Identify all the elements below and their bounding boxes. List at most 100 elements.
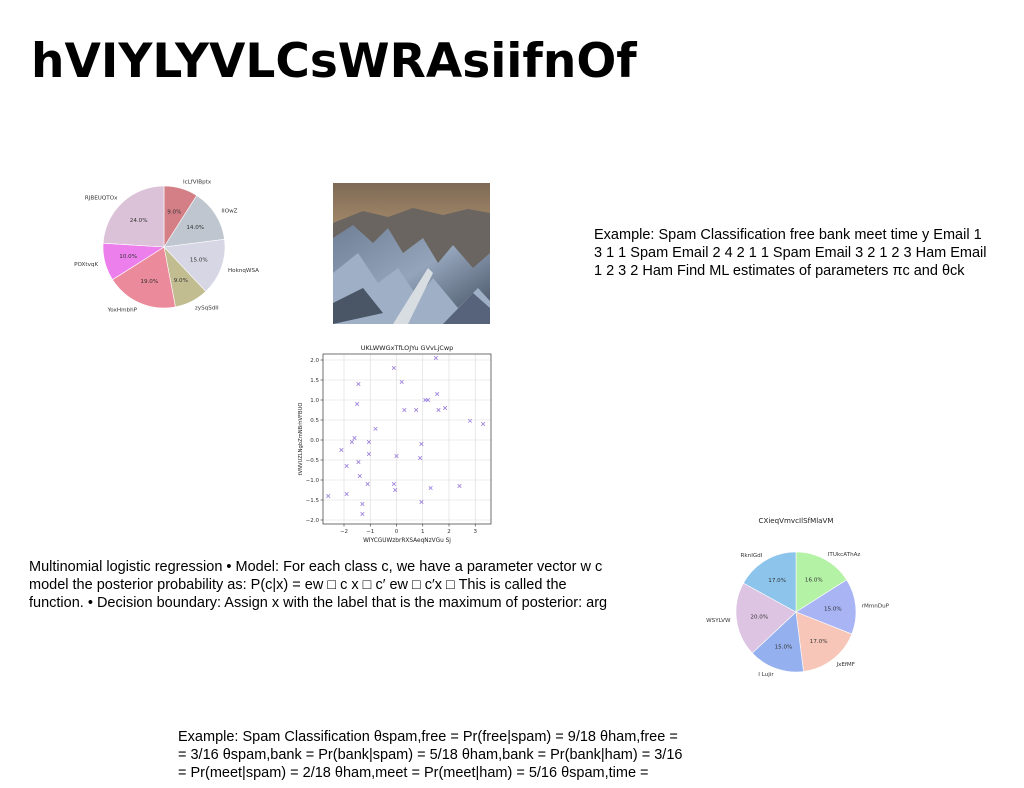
scatter-point xyxy=(457,483,462,489)
scatter-point xyxy=(467,418,473,423)
y-tick-label: 2.0 xyxy=(310,358,319,364)
x-tick-label: 0 xyxy=(395,529,399,535)
scatter-point xyxy=(344,491,349,497)
pie-label: YoxHmbhP xyxy=(107,307,138,313)
pie-label: IcLfVIBptx xyxy=(183,180,212,186)
text-block-bottom: Example: Spam Classification θspam,free … xyxy=(178,728,738,782)
pie-value-label: 10.0% xyxy=(119,254,137,260)
text-line: = Pr(meet|spam) = 2/18 θham,meet = Pr(me… xyxy=(178,765,649,781)
pie-slice xyxy=(743,551,797,613)
pie-label: ITUkcAThAz xyxy=(828,552,861,558)
x-tick-label: −2 xyxy=(340,529,348,535)
pie-slice xyxy=(112,246,176,309)
y-tick-label: −0.5 xyxy=(306,458,320,464)
pie-label: RJBEUQTOx xyxy=(85,195,118,201)
y-tick-label: 0.0 xyxy=(310,438,319,444)
landscape-photo xyxy=(333,183,490,324)
y-tick-label: 0.5 xyxy=(310,418,319,424)
pie-value-label: 17.0% xyxy=(768,578,786,584)
pie-value-label: 15.0% xyxy=(190,257,208,263)
scatter-point xyxy=(366,451,372,457)
x-tick-label: −1 xyxy=(366,529,374,535)
scatter-point xyxy=(418,455,423,461)
scatter-point xyxy=(360,501,365,507)
y-tick-label: 1.5 xyxy=(310,378,319,384)
pie-label: POXtvqK xyxy=(74,262,98,268)
pie-slice xyxy=(163,239,226,292)
scatter-point xyxy=(428,485,433,491)
pie-label: zySqSdII xyxy=(195,305,219,311)
scatter-point xyxy=(414,407,419,413)
pie-value-label: 19.0% xyxy=(140,279,158,285)
pie-chart-1: IcLfVIBptx 9.0% IIOwZ 14.0% HoknqWSA 15.0% zyS… xyxy=(74,180,259,314)
pie-label: WSYLVW xyxy=(706,618,731,624)
pie-chart-2: CXieqVmvcIlSfMlaVM ITUkcAThAz 16.0% rMmnDuP… xyxy=(706,516,890,678)
scatter-point xyxy=(366,439,372,445)
pie-label: JxEfMF xyxy=(835,662,855,668)
scatter-point xyxy=(355,401,360,407)
pie-label: RknIGdI xyxy=(741,553,763,559)
text-block-right: Example: Spam Classification free bank m… xyxy=(594,226,1024,280)
scatter-point xyxy=(435,391,440,397)
scatter-point xyxy=(442,405,448,411)
pie-value-label: 24.0% xyxy=(130,218,148,224)
scatter-point xyxy=(419,441,424,447)
scatter-title: UKLWWGxTfLOJYu GVvLjCwp xyxy=(361,344,454,352)
pie-value-label: 20.0% xyxy=(750,615,768,621)
scatter-point xyxy=(391,365,396,371)
scatter-point xyxy=(402,407,407,413)
scatter-point xyxy=(436,407,441,413)
scatter-point xyxy=(393,487,398,493)
scatter-point xyxy=(356,459,361,465)
pie-slice xyxy=(751,611,804,673)
scatter-point xyxy=(391,481,396,487)
scatter-point xyxy=(349,439,354,445)
pie-value-label: 15.0% xyxy=(824,606,842,612)
scatter-point xyxy=(356,381,361,387)
x-tick-label: 1 xyxy=(421,529,425,535)
scatter-point xyxy=(481,421,486,427)
text-line: Multinomial logistic regression • Model:… xyxy=(29,559,603,575)
pie-value-label: 16.0% xyxy=(805,577,823,583)
pie-label: I Lujir xyxy=(758,672,774,678)
pie-label: HoknqWSA xyxy=(228,268,259,274)
text-line: function. • Decision boundary: Assign x … xyxy=(29,595,608,611)
pie-slice xyxy=(163,195,225,248)
scatter-point xyxy=(365,481,370,487)
y-tick-label: −1.5 xyxy=(306,498,320,504)
scatter-point xyxy=(326,493,331,499)
scatter-point xyxy=(373,426,378,431)
text-line: model the posterior probability as: P(c|… xyxy=(29,577,567,593)
y-tick-label: −2.0 xyxy=(306,518,320,524)
text-line: 3 1 1 Spam Email 2 4 2 1 1 Spam Email 3 … xyxy=(594,245,987,261)
text-block-left: Multinomial logistic regression • Model:… xyxy=(29,558,663,612)
scatter-point xyxy=(360,511,365,517)
scatter-point xyxy=(352,435,357,441)
scatter-point xyxy=(357,473,362,479)
x-tick-label: 2 xyxy=(447,529,451,535)
pie-label: rMmnDuP xyxy=(862,604,890,610)
pie-label: IIOwZ xyxy=(221,208,237,214)
slide-title: hVIYLYVLCsWRAsiifnOf xyxy=(31,34,637,89)
scatter-point xyxy=(419,499,424,505)
pie-value-label: 15.0% xyxy=(775,645,793,651)
plot-frame xyxy=(322,353,492,525)
scatter-point xyxy=(339,447,344,453)
scatter-point xyxy=(433,355,438,361)
pie-slice xyxy=(795,579,857,635)
scatter-point xyxy=(394,453,399,459)
y-tick-label: −1.0 xyxy=(306,478,320,484)
scatter-point xyxy=(399,379,404,385)
y-tick-label: 1.0 xyxy=(310,398,319,404)
pie-slice xyxy=(795,551,848,613)
text-line: = 3/16 θspam,bank = Pr(bank|spam) = 5/18… xyxy=(178,747,683,763)
pie-value-label: 9.0% xyxy=(167,209,181,215)
pie-title: CXieqVmvcIlSfMlaVM xyxy=(759,516,834,525)
scatter-point xyxy=(344,463,349,469)
pie-value-label: 17.0% xyxy=(810,639,828,645)
text-line: 1 2 3 2 Ham Find ML estimates of paramet… xyxy=(594,263,965,279)
scatter-chart: UKLWWGxTfLOJYu GVvLjCwp −2 −1 0 1 2 3 −2.0 −1.5 −… xyxy=(298,344,492,544)
x-tick-label: 3 xyxy=(474,529,478,535)
text-line: Example: Spam Classification θspam,free … xyxy=(178,729,678,745)
pie-value-label: 9.0% xyxy=(174,278,188,284)
